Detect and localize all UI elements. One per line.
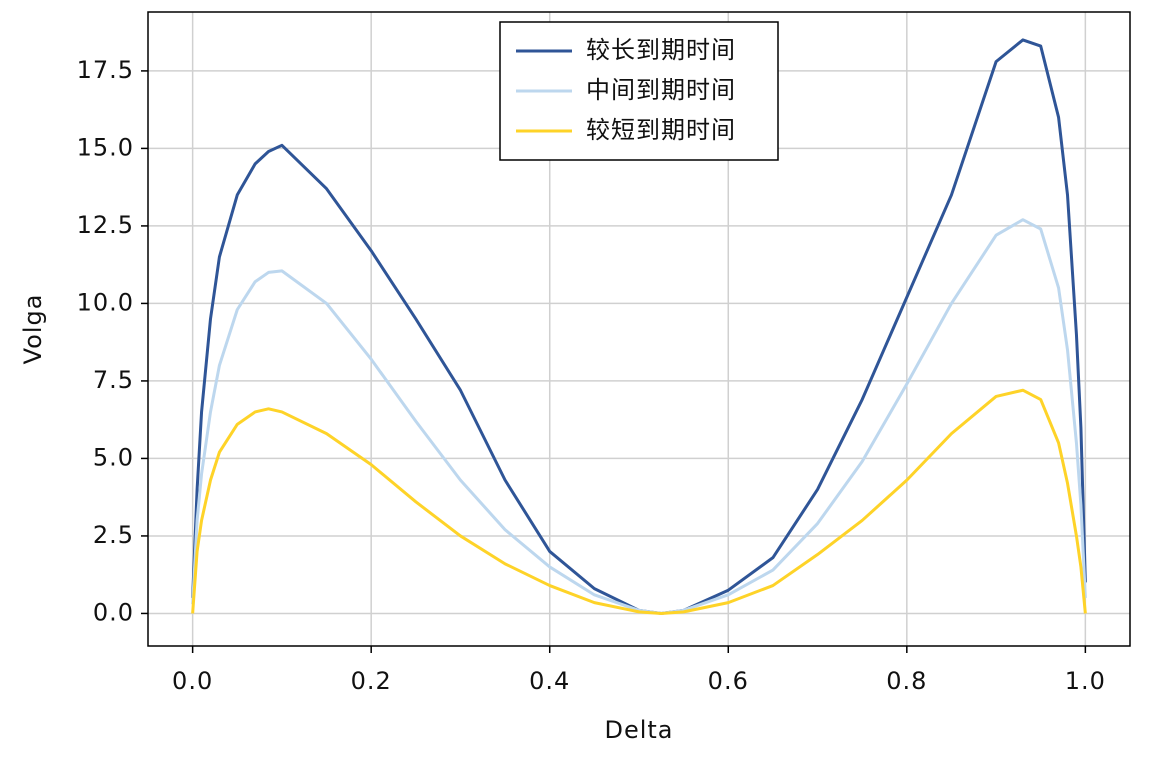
y-tick-label: 15.0 — [77, 133, 134, 161]
y-tick-label: 10.0 — [77, 288, 134, 316]
y-tick-label: 7.5 — [93, 366, 134, 394]
x-axis-label: Delta — [604, 716, 673, 744]
x-tick-label: 0.8 — [886, 667, 927, 695]
y-tick-label: 5.0 — [93, 443, 134, 471]
y-tick-label: 0.0 — [93, 598, 134, 626]
y-tick-label: 2.5 — [93, 521, 134, 549]
data-line — [191, 218, 1087, 615]
y-tick-label: 17.5 — [77, 56, 134, 84]
x-tick-label: 0.6 — [708, 667, 749, 695]
x-tick-label: 1.0 — [1065, 667, 1106, 695]
legend-label: 较长到期时间 — [586, 36, 736, 64]
plot-frame — [147, 11, 1131, 647]
y-tick-label: 12.5 — [77, 211, 134, 239]
x-tick-label: 0.2 — [351, 667, 392, 695]
data-line — [191, 388, 1087, 615]
y-axis-label: Volga — [19, 294, 47, 365]
legend-label: 较短到期时间 — [586, 116, 736, 144]
legend-label: 中间到期时间 — [586, 76, 736, 104]
x-tick-label: 0.4 — [529, 667, 570, 695]
x-tick-label: 0.0 — [172, 667, 213, 695]
